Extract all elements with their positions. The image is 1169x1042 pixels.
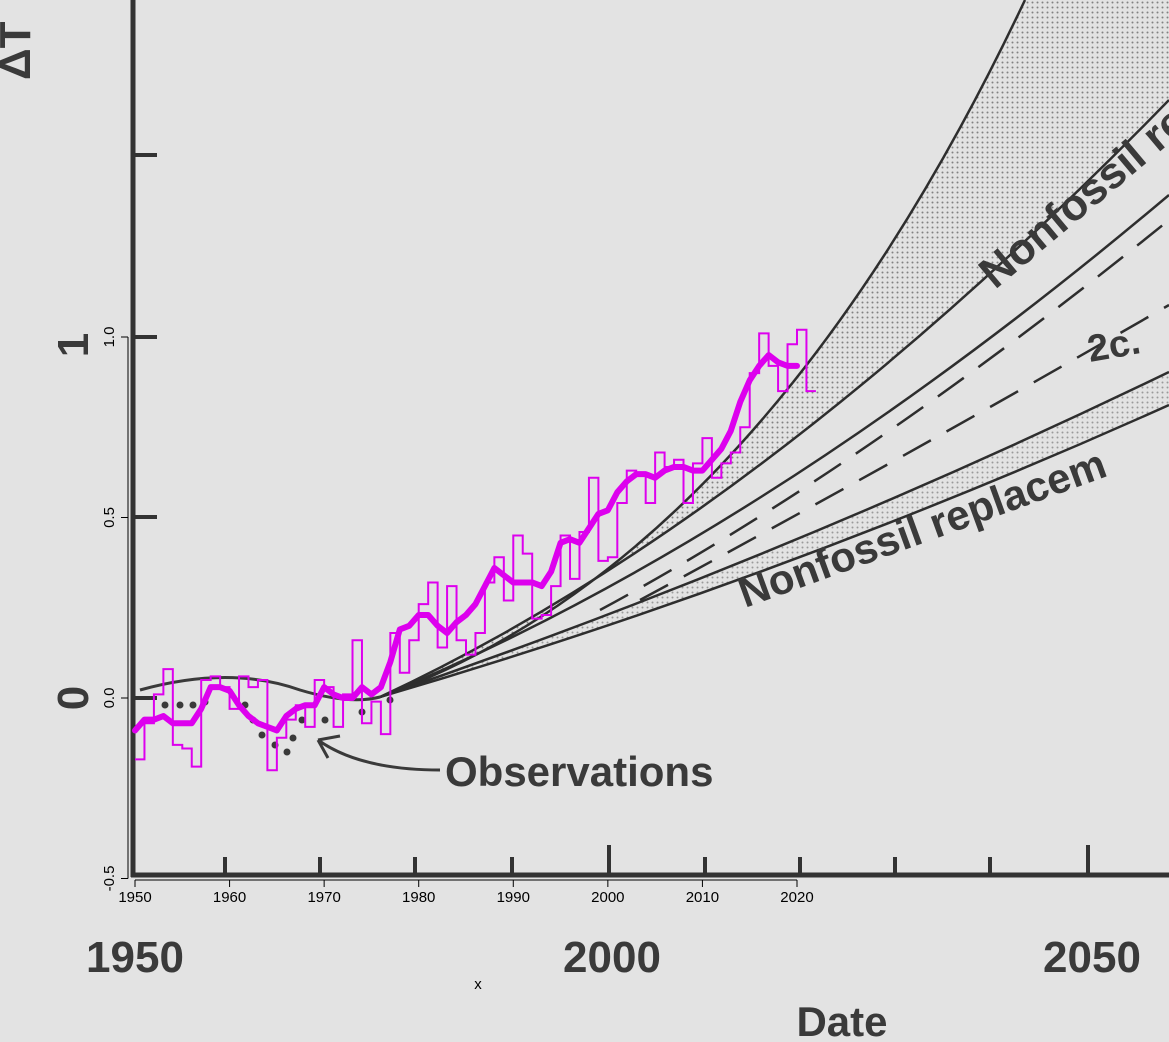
scan-ytick-0: 0: [49, 686, 98, 710]
overlay-x-tick-label: 2010: [686, 889, 719, 906]
overlay-x-tick-label: 1950: [118, 889, 151, 906]
overlay-y-tick-label: 1.0: [101, 327, 118, 348]
scenario-curve-nonfossil-replacement: [379, 403, 1169, 699]
overlay-y-tick-label: -0.5: [101, 866, 118, 892]
nonfossil-replacement-label: Nonfossil replacem: [732, 440, 1112, 617]
observations-arrow: [316, 734, 441, 772]
scan-x-ticks: [223, 845, 1090, 875]
scan-y-ticks: [133, 153, 157, 700]
observation-series: [132, 328, 816, 772]
scenario-curve-nonfossil-upper: [379, 99, 1169, 699]
scenario-curve-2c: [379, 370, 1169, 699]
scenario-curve-dashed-lower: [639, 303, 1169, 602]
scenario-curve-mid: [379, 194, 1169, 699]
overlay-y-tick-label: 0.5: [101, 507, 118, 528]
scenario-curve-dashed-upper: [599, 219, 1169, 612]
scan-xtick-1950: 1950: [86, 933, 184, 982]
overlay-xlabel: x: [474, 976, 482, 993]
scan-xlabel: Date: [796, 998, 887, 1042]
smoothed-line: [132, 352, 800, 734]
overlay-x-tick-label: 1970: [307, 889, 340, 906]
scan-xtick-2000: 2000: [563, 933, 661, 982]
overlay-axes: [121, 336, 798, 887]
overlay-x-tick-label: 1990: [497, 889, 530, 906]
observations-label: Observations: [445, 748, 713, 795]
overlay-x-tick-label: 2020: [780, 889, 813, 906]
scan-ytick-1: 1: [49, 333, 98, 357]
annual-step-line: [135, 328, 816, 772]
overlay-x-tick-label: 1980: [402, 889, 435, 906]
scan-xtick-2050: 2050: [1043, 933, 1141, 982]
upper-shaded-band: [380, 0, 1169, 697]
overlay-x-tick-label: 2000: [591, 889, 624, 906]
label-2c: 2c.: [1084, 320, 1143, 371]
scan-ylabel: ΔT: [0, 21, 40, 80]
overlay-labels: 1950 1960 1970 1980 1990 2000 2010 2020 -0.5 0.0 0…: [101, 327, 814, 906]
overlay-x-tick-label: 1960: [213, 889, 246, 906]
observed-curve-1981: [139, 676, 381, 702]
overlay-y-tick-label: 0.0: [101, 688, 118, 709]
